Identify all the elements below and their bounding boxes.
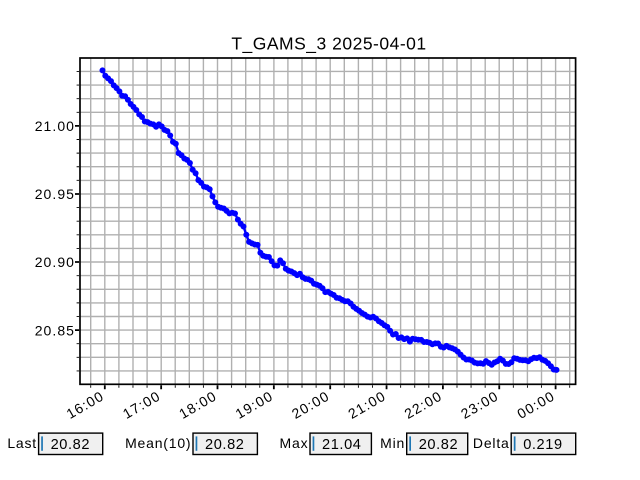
svg-text:Mean(10): Mean(10) [125,435,191,451]
svg-text:Min: Min [380,435,405,451]
svg-text:Last: Last [7,435,37,451]
svg-text:T_GAMS_3 2025-04-01: T_GAMS_3 2025-04-01 [231,33,426,54]
svg-text:20.82: 20.82 [51,437,91,453]
svg-text:21.04: 21.04 [322,437,362,453]
svg-text:20.85: 20.85 [35,322,75,338]
svg-text:Delta: Delta [473,435,510,451]
svg-text:21.00: 21.00 [35,118,75,134]
svg-text:20.95: 20.95 [35,186,75,202]
svg-text:20.90: 20.90 [35,254,75,270]
svg-text:20.82: 20.82 [205,437,245,453]
svg-text:0.219: 0.219 [523,437,563,453]
svg-text:Max: Max [280,435,309,451]
svg-text:20.82: 20.82 [419,437,459,453]
